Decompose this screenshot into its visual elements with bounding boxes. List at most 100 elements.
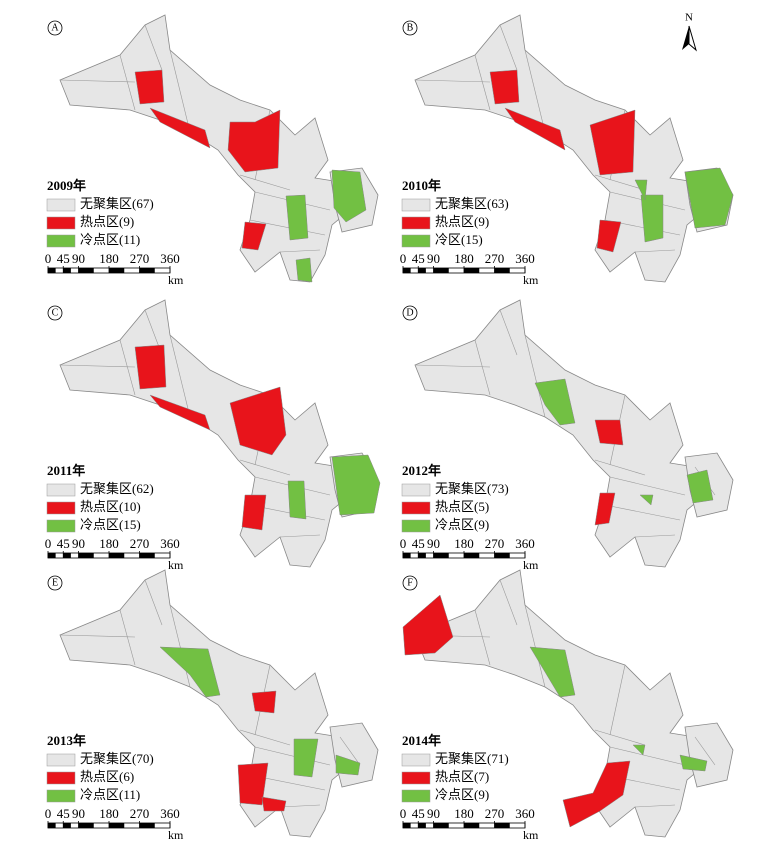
scale-tick-label: 90 <box>427 806 440 821</box>
legend-swatch <box>46 753 76 767</box>
scale-tick-label: 180 <box>454 536 474 551</box>
legend-swatch <box>401 198 431 212</box>
scale-tick-label: 180 <box>454 806 474 821</box>
legend-label: 冷点区(9) <box>435 517 489 532</box>
legend-label: 冷点区(9) <box>435 787 489 802</box>
boundary <box>239 459 291 476</box>
scale-tick-label: 0 <box>45 536 52 551</box>
boundary <box>594 174 646 191</box>
scale-tick-label: 270 <box>485 536 505 551</box>
boundary <box>249 219 326 236</box>
legend-swatch <box>401 483 431 497</box>
cold-spot-region <box>684 167 734 229</box>
scale-segment <box>464 823 480 828</box>
scale-segment <box>109 823 125 828</box>
scale-segment <box>139 268 155 273</box>
scale-tick-label: 360 <box>515 536 535 551</box>
scale-segment <box>418 553 426 558</box>
scale-unit: km <box>168 828 184 842</box>
legend-label: 冷点区(11) <box>80 232 140 247</box>
hot-spot-region <box>241 494 267 531</box>
scale-tick-label: 45 <box>57 536 70 551</box>
boundary <box>144 24 163 71</box>
hot-spot-region <box>149 394 211 431</box>
panel-label-circle <box>402 305 418 321</box>
legend-swatch <box>46 216 76 230</box>
boundary <box>414 364 491 368</box>
boundary <box>524 49 546 133</box>
panel-label: D <box>406 307 413 318</box>
boundary <box>604 504 681 521</box>
scale-segment <box>403 823 411 828</box>
legend-label: 无聚集区(70) <box>80 751 154 766</box>
hot-spot-region <box>562 760 631 828</box>
legend-label: 热点区(5) <box>435 499 489 514</box>
boundary <box>169 604 191 688</box>
scale-segment <box>78 268 94 273</box>
scale-tick-label: 360 <box>515 251 535 266</box>
scale-tick-label: 360 <box>160 536 180 551</box>
legend-label: 无聚集区(67) <box>80 196 154 211</box>
boundary <box>594 459 646 476</box>
boundary <box>239 174 291 191</box>
boundary <box>119 609 136 666</box>
cold-spot-region <box>285 194 309 241</box>
legend-swatch <box>401 234 431 248</box>
scale-segment <box>494 823 510 828</box>
north-label: N <box>685 12 693 24</box>
north-arrow-left <box>682 26 689 50</box>
cold-spot-region <box>634 179 648 201</box>
hot-spot-region <box>594 492 616 526</box>
boundary <box>609 476 686 496</box>
legend-swatch <box>401 771 431 785</box>
panel-label: E <box>52 577 58 588</box>
boundary <box>694 736 716 766</box>
year-label: 2009年 <box>47 178 86 193</box>
year-label: 2012年 <box>402 463 441 478</box>
boundary <box>59 634 136 638</box>
scale-tick-label: 45 <box>412 806 425 821</box>
scale-segment <box>63 823 71 828</box>
cold-spot-region <box>287 480 307 520</box>
scale-unit: km <box>168 558 184 572</box>
cold-spot-region <box>639 494 654 506</box>
boundary <box>499 579 518 626</box>
scale-segment <box>78 553 94 558</box>
year-label: 2011年 <box>47 463 85 478</box>
hot-spot-region <box>227 109 281 173</box>
scale-segment <box>494 268 510 273</box>
boundary <box>609 664 626 736</box>
scale-tick-label: 90 <box>72 536 85 551</box>
hot-spot-region <box>589 109 636 176</box>
legend-swatch <box>401 216 431 230</box>
scale-segment <box>464 553 480 558</box>
legend-swatch <box>46 771 76 785</box>
boundary <box>634 534 676 538</box>
boundary <box>169 49 191 133</box>
boundary <box>474 54 491 111</box>
panel-label-circle <box>402 20 418 36</box>
scale-tick-label: 45 <box>57 806 70 821</box>
hot-spot-region <box>241 221 267 251</box>
legend-label: 冷点区(15) <box>80 517 141 532</box>
boundary <box>634 804 676 808</box>
scale-tick-label: 270 <box>130 536 150 551</box>
panel-label: A <box>51 22 59 33</box>
scale-segment <box>139 553 155 558</box>
boundary <box>594 729 646 746</box>
scale-segment <box>433 823 449 828</box>
scale-tick-label: 180 <box>99 251 119 266</box>
legend-label: 冷区(15) <box>435 232 483 247</box>
panel-label: B <box>407 22 414 33</box>
boundary <box>59 364 136 368</box>
cold-spot-region <box>529 646 576 698</box>
legend-swatch <box>401 519 431 533</box>
scale-segment <box>63 268 71 273</box>
boundary <box>279 804 321 808</box>
boundary <box>169 334 191 418</box>
scale-tick-label: 270 <box>485 806 505 821</box>
legend-label: 热点区(9) <box>80 214 134 229</box>
scale-segment <box>109 268 125 273</box>
scale-segment <box>494 553 510 558</box>
